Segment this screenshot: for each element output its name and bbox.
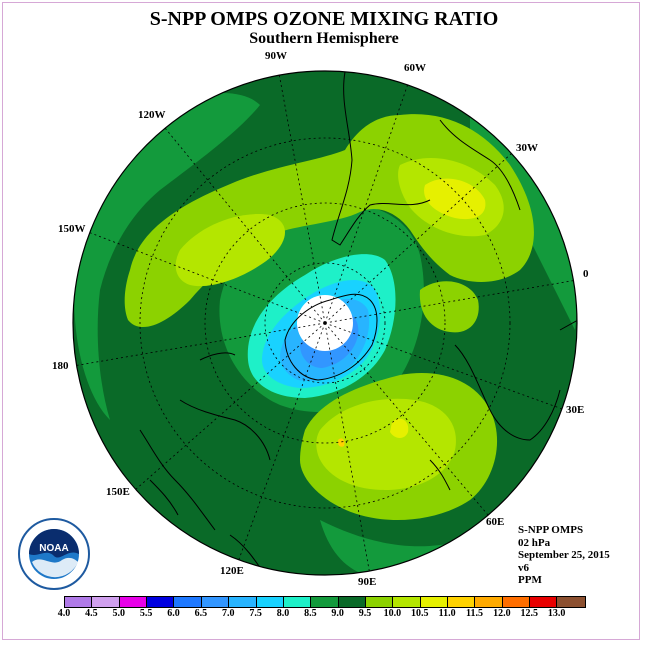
colorbar-tick-label: 10.0 [383,608,402,619]
map-subtitle: Southern Hemisphere [249,30,399,47]
lon-label: 30E [566,404,585,416]
colorbar-tick-label: 9.0 [331,608,344,619]
colorbar-tick-label: 12.0 [493,608,511,619]
colorbar-tick-label: 5.0 [112,608,125,619]
colorbar-tick-label: 8.5 [304,608,317,619]
field-10-0-max [424,178,486,220]
instrument-label: S-NPP OMPS [518,524,584,536]
lon-label: 60E [486,516,505,528]
colorbar-swatch [420,597,449,607]
colorbar-tick-label: 13.0 [547,608,566,619]
colorbar-tick-label: 9.5 [358,608,372,619]
colorbar-tick-label: 11.5 [466,608,483,619]
lon-label: 120E [220,565,244,577]
units-label: PPM [518,574,542,586]
date-label: September 25, 2015 [518,549,610,561]
colorbar-tick-label: 6.5 [194,608,208,619]
colorbar-tick-label: 12.5 [520,608,539,619]
figure-frame [2,2,640,640]
lon-label: 0 [583,268,589,280]
pressure-level: 02 hPa [518,536,551,549]
colorbar [64,596,586,608]
lon-label: 30W [516,142,538,154]
colorbar-tick-label: 4.0 [57,608,71,619]
noaa-logo: NOAA [18,518,90,590]
lon-label: 150W [58,223,86,235]
colorbar-swatch [530,597,558,607]
lon-label: 120W [138,109,166,121]
colorbar-swatch [338,597,366,607]
colorbar-swatch [557,597,585,607]
colorbar-swatch [475,597,503,607]
field-9-5-south [316,398,456,490]
colorbar-swatch [201,597,230,607]
info-block: S-NPP OMPS 02 hPa September 25, 2015 v6 … [518,524,610,587]
map-boundary [72,70,578,576]
colorbar-swatch [92,597,120,607]
colorbar-swatch [65,597,93,607]
colorbar-tick-label: 8.0 [276,608,290,619]
map-title: S-NPP OMPS OZONE MIXING RATIO [149,8,499,30]
svg-text:NOAA: NOAA [39,543,68,554]
colorbar-swatch [311,597,339,607]
colorbar-tick-label: 11.0 [438,608,456,619]
colorbar-ticks: 4.0 4.5 5.0 5.5 6.0 6.5 7.0 7.5 8.0 8.5 9.0 9.5 10.0… [0,608,648,622]
colorbar-swatch [256,597,284,607]
colorbar-swatch [365,597,394,607]
coastlines [139,71,577,575]
colorbar-tick-label: 6.0 [167,608,180,619]
colorbar-swatch [393,597,421,607]
colorbar-swatch [502,597,531,607]
colorbar-tick-label: 4.5 [85,608,98,619]
lon-label: 150E [106,486,130,498]
lon-label: 90E [358,576,377,588]
lon-label: 90W [265,50,287,62]
lon-label: 180 [52,360,69,372]
colorbar-swatch [147,597,175,607]
colorbar-swatch [448,597,476,607]
colorbar-tick-label: 7.0 [221,608,235,619]
colorbar-tick-label: 5.5 [139,608,153,619]
colorbar-swatch [229,597,257,607]
field-9-5-west [175,214,285,287]
lon-label: 60W [404,62,426,74]
graticule [73,71,577,575]
colorbar-swatch [283,597,312,607]
colorbar-tick-label: 7.5 [249,608,262,619]
version-label: v6 [518,561,529,574]
colorbar-swatch [174,597,202,607]
colorbar-swatch [119,597,148,607]
colorbar-tick-label: 10.5 [411,608,429,619]
